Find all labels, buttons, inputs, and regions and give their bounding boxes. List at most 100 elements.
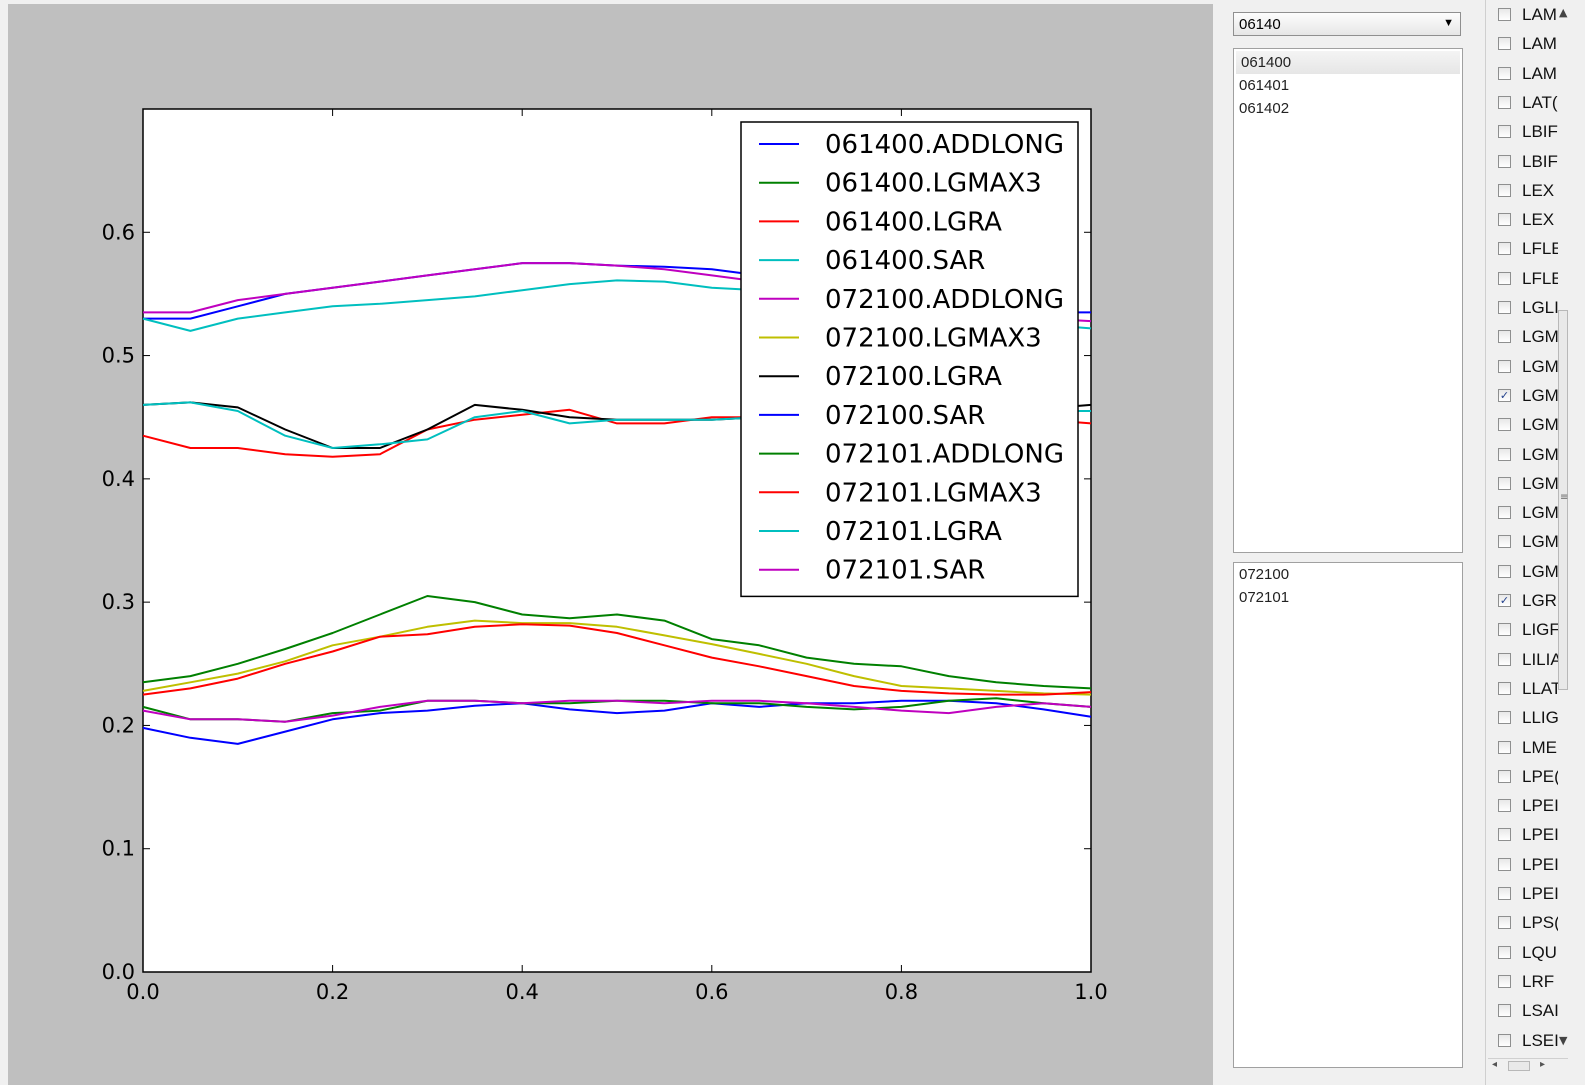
checkbox[interactable] — [1498, 242, 1511, 256]
checkbox[interactable] — [1498, 271, 1511, 285]
checkbox[interactable] — [1498, 652, 1511, 666]
checklist-item[interactable]: LFLE — [1498, 268, 1578, 292]
checklist-item[interactable]: LGM — [1498, 473, 1578, 497]
legend-entry: 072100.ADDLONG — [825, 285, 1064, 315]
scroll-up-arrow-icon[interactable]: ▲ — [1559, 6, 1568, 19]
checklist-item-label: LIGF — [1522, 620, 1560, 640]
scroll-down-arrow-icon[interactable]: ▼ — [1559, 1034, 1568, 1047]
checkbox[interactable] — [1498, 623, 1511, 637]
checkbox[interactable] — [1498, 828, 1511, 842]
checklist-item[interactable]: LME — [1498, 737, 1578, 761]
checklist-item[interactable]: LEX — [1498, 180, 1578, 204]
checklist-item[interactable]: LBIF — [1498, 151, 1578, 175]
checkbox[interactable] — [1498, 8, 1511, 21]
checklist-item[interactable]: LGM — [1498, 561, 1578, 585]
checklist-item[interactable]: LSAI — [1498, 1000, 1578, 1024]
checklist-item[interactable]: LLIG — [1498, 707, 1578, 731]
checklist-item[interactable]: LAM — [1498, 33, 1578, 57]
checkbox[interactable] — [1498, 476, 1511, 490]
checkbox[interactable] — [1498, 564, 1511, 578]
checkbox[interactable] — [1498, 799, 1511, 813]
legend-entry: 072100.LGRA — [825, 362, 1002, 392]
checkbox[interactable] — [1498, 857, 1511, 871]
checkbox[interactable] — [1498, 1004, 1511, 1018]
checklist-item[interactable]: ✓ LGR — [1498, 590, 1578, 614]
checkbox[interactable] — [1498, 359, 1511, 373]
list-item[interactable]: 072101 — [1239, 589, 1290, 606]
checkbox[interactable] — [1498, 974, 1511, 988]
variable-checklist: LAM LAM LAM LAT( LBIF LBIF LEX LEX LFLE LFLE LGLI L… — [1485, 0, 1585, 1085]
checkbox[interactable] — [1498, 183, 1511, 197]
checklist-item[interactable]: LPE( — [1498, 766, 1578, 790]
checklist-item[interactable]: LPEI — [1498, 883, 1578, 907]
chevron-down-icon[interactable]: ▼ — [1443, 17, 1454, 29]
checklist-item[interactable]: LGM — [1498, 444, 1578, 468]
checked-checkbox[interactable]: ✓ — [1498, 388, 1511, 402]
checkbox[interactable] — [1498, 740, 1511, 754]
checklist-item-label: LPEI — [1522, 796, 1559, 816]
checklist-item[interactable]: LQU — [1498, 942, 1578, 966]
list-item[interactable]: 061401 — [1239, 77, 1290, 94]
list-item[interactable]: 061400 — [1236, 51, 1460, 74]
checklist-item[interactable]: LPEI — [1498, 795, 1578, 819]
checkbox[interactable] — [1498, 916, 1511, 930]
checkbox[interactable] — [1498, 535, 1511, 549]
checklist-item[interactable]: LGM — [1498, 356, 1578, 380]
checklist-item[interactable]: LRF — [1498, 971, 1578, 995]
checkbox[interactable] — [1498, 506, 1511, 520]
checklist-item-label: LGM — [1522, 473, 1559, 493]
checklist-item[interactable]: LILIA — [1498, 649, 1578, 673]
checkbox[interactable] — [1498, 66, 1511, 80]
list-item[interactable]: 061402 — [1239, 100, 1290, 117]
scrollbar-thumb[interactable] — [1558, 310, 1568, 690]
prefix-dropdown[interactable]: 06140 ▼ — [1233, 12, 1461, 36]
checklist-item[interactable]: LGLI — [1498, 297, 1578, 321]
checklist-item[interactable]: LAM — [1498, 63, 1578, 87]
checkbox[interactable] — [1498, 887, 1511, 900]
checkbox[interactable] — [1498, 945, 1511, 959]
horizontal-scrollbar-thumb[interactable] — [1508, 1061, 1530, 1071]
checkbox[interactable] — [1498, 1033, 1511, 1047]
checklist-item[interactable]: LGM — [1498, 502, 1578, 526]
checkbox[interactable] — [1498, 37, 1511, 51]
checkbox[interactable] — [1498, 301, 1511, 314]
checklist-item[interactable]: LBIF — [1498, 121, 1578, 145]
checkbox[interactable] — [1498, 418, 1511, 432]
checklist-item[interactable]: LGM — [1498, 531, 1578, 555]
checkbox[interactable] — [1498, 330, 1511, 344]
checklist-item[interactable]: LFLE — [1498, 238, 1578, 262]
checkbox[interactable] — [1498, 95, 1511, 109]
checklist-item[interactable]: LLAT — [1498, 678, 1578, 702]
horizontal-scrollbar[interactable]: ◂ ▸ — [1488, 1058, 1568, 1073]
checked-checkbox[interactable]: ✓ — [1498, 594, 1511, 607]
checkbox[interactable] — [1498, 154, 1511, 168]
checkbox[interactable] — [1498, 681, 1511, 695]
checklist-item[interactable]: LIGF — [1498, 619, 1578, 643]
legend-entry: 072101.LGRA — [825, 517, 1002, 547]
checklist-item[interactable]: LAM — [1498, 4, 1578, 28]
checklist-item[interactable]: LPEI — [1498, 824, 1578, 848]
checklist-item[interactable]: LGM — [1498, 326, 1578, 350]
checklist-item[interactable]: LAT( — [1498, 92, 1578, 116]
checkbox[interactable] — [1498, 125, 1511, 139]
checklist-item[interactable]: LSEI — [1498, 1030, 1578, 1054]
checkbox[interactable] — [1498, 711, 1511, 725]
checklist-item[interactable]: LEX — [1498, 209, 1578, 233]
checkbox[interactable] — [1498, 213, 1511, 227]
plot-canvas: 0.0 0.2 0.4 0.6 0.8 1.0 0.0 0.1 0.2 0.3 0.4 0.5 0.6 0… — [8, 4, 1213, 1085]
scroll-right-arrow-icon[interactable]: ▸ — [1540, 1059, 1546, 1070]
checklist-item[interactable]: LPS( — [1498, 912, 1578, 936]
checklist-item[interactable]: LPEI — [1498, 854, 1578, 878]
checklist-item[interactable]: ✓ LGM — [1498, 385, 1578, 409]
legend-entry: 061400.SAR — [825, 246, 985, 276]
checkbox[interactable] — [1498, 447, 1511, 461]
checkbox[interactable] — [1498, 769, 1511, 783]
y-tick-label: 0.1 — [102, 837, 135, 861]
group-b-listbox[interactable]: 072100 072101 — [1233, 562, 1463, 1068]
group-a-listbox[interactable]: 061400 061401 061402 — [1233, 48, 1463, 553]
list-item[interactable]: 072100 — [1239, 566, 1290, 583]
checklist-item-label: LGM — [1522, 561, 1559, 581]
y-tick-label: 0.2 — [102, 713, 135, 737]
scroll-left-arrow-icon[interactable]: ◂ — [1492, 1059, 1498, 1070]
checklist-item[interactable]: LGM — [1498, 414, 1578, 438]
